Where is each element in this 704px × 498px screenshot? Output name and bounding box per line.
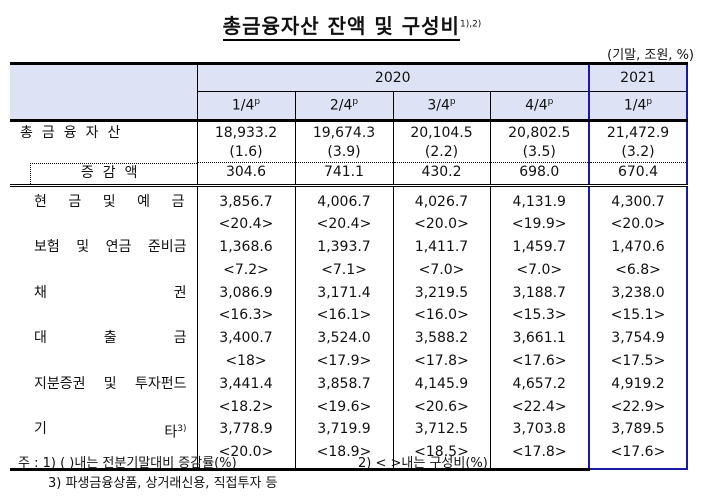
quarter-header: 3/4p (392, 91, 490, 122)
item-label-insurance: 보험 및 연금 준비금 (34, 239, 187, 256)
items-col-q2-2020: 4,006.7 <20.4> 1,393.7 <7.1> 3,171.4 <16.1>… (294, 185, 393, 471)
title-text: 총금융자산 잔액 및 구성비 (222, 14, 460, 41)
footnote-3: 3) 파생금융상품, 상거래신용, 직접투자 등 (48, 476, 278, 491)
quarter-header: 1/4p (196, 91, 295, 122)
items-col-q1-2021: 4,300.7 <20.0> 1,470.6 <6.8> 3,238.0 <15.1>… (588, 185, 688, 471)
total-cell: 21,472.9 (3.2) (588, 120, 688, 163)
item-label-other: 기 타3) (34, 421, 187, 442)
total-cell: 20,802.5 (3.5) (489, 120, 589, 163)
change-cell: 670.4 (588, 162, 688, 187)
change-cell: 430.2 (392, 162, 490, 187)
unit-label: (기말, 조원, %) (607, 48, 694, 63)
footnote-2: 2) < >내는 구성비(%) (358, 456, 488, 471)
financial-assets-table: 2020 2021 1/4p 2/4p 3/4p 4/4p 1/4p 총금융자산… (10, 62, 688, 471)
change-cell: 741.1 (294, 162, 393, 187)
change-label: 증감액 (30, 162, 197, 184)
total-label: 총금융자산 (20, 125, 130, 141)
quarter-header: 2/4p (294, 91, 393, 122)
items-col-q1-2020: 3,856.7 <20.4> 1,368.6 <7.2> 3,086.9 <16.3>… (196, 185, 295, 471)
items-col-q3-2020: 4,026.7 <20.0> 1,411.7 <7.0> 3,219.5 <16.0>… (392, 185, 490, 471)
title-footnote-ref: 1),2) (459, 19, 482, 30)
change-cell: 698.0 (489, 162, 589, 187)
year-header-row: 2020 2021 (10, 62, 688, 122)
item-label-equity: 지분증권 및 투자펀드 (34, 375, 187, 392)
table-title: 총금융자산 잔액 및 구성비1),2) (0, 10, 704, 41)
total-cell: 19,674.3 (3.9) (294, 120, 393, 163)
quarter-header: 4/4p (489, 91, 589, 122)
total-cell: 20,104.5 (2.2) (392, 120, 490, 163)
change-cell: 304.6 (196, 162, 295, 187)
quarter-header: 1/4p (588, 91, 688, 122)
footnote-1: 주 : 1) ( )내는 전분기말대비 증감률(%) (18, 456, 237, 471)
items-col-q4-2020: 4,131.9 <19.9> 1,459.7 <7.0> 3,188.7 <15.3>… (489, 185, 589, 471)
year-2021: 2021 (588, 62, 688, 92)
total-cell: 18,933.2 (1.6) (196, 120, 295, 163)
corner-cell (10, 63, 197, 122)
year-2020: 2020 (196, 63, 589, 92)
change-row: 증감액 304.6 741.1 430.2 698.0 670.4 (10, 162, 688, 187)
quarter-header-row: 1/4p 2/4p 3/4p 4/4p 1/4p (10, 91, 688, 122)
total-row: 총금융자산 18,933.2 (1.6) 19,674.3 (3.9) 20,104… (10, 120, 688, 163)
